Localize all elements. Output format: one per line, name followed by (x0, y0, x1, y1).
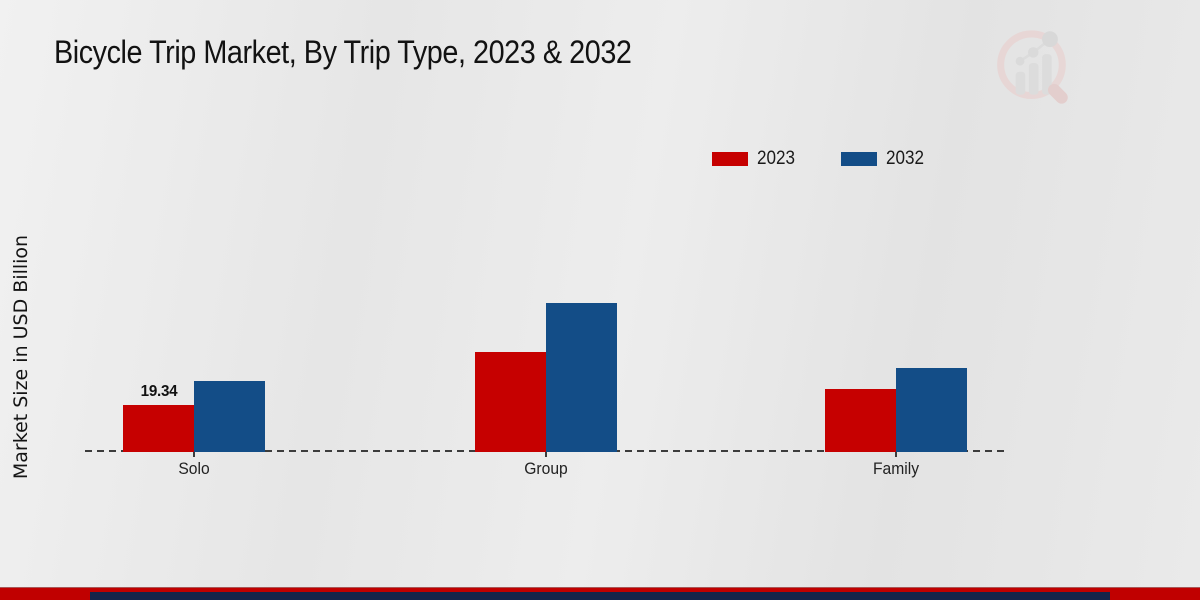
data-label-2023-solo: 19.34 (140, 383, 177, 400)
legend-label-2023: 2023 (757, 148, 796, 169)
bar-2032-family (895, 368, 967, 452)
bar-2023-group (474, 352, 546, 452)
legend-item-2023: 2023 (712, 148, 799, 170)
bar-2023-solo (123, 405, 194, 452)
x-axis-tick-family (894, 452, 897, 457)
category-label-group: Group (523, 459, 568, 478)
bar-2032-solo (194, 381, 265, 452)
legend-swatch-2023 (712, 152, 748, 166)
legend: 2023 2032 (712, 148, 929, 170)
x-axis-tick-solo (193, 452, 195, 457)
legend-label-2032: 2032 (886, 148, 925, 169)
legend-item-2032: 2032 (841, 148, 928, 170)
x-axis-tick-group (544, 452, 547, 457)
chart-title: Bicycle Trip Market, By Trip Type, 2023 … (54, 34, 632, 70)
legend-swatch-2032 (841, 152, 878, 166)
bar-chart-magnifier-logo-icon (997, 30, 1068, 104)
category-label-solo: Solo (178, 459, 210, 478)
category-label-family: Family (872, 459, 919, 478)
footer-navy-band (90, 592, 1110, 600)
bar-2032-group (545, 303, 617, 452)
y-axis-label: Market Size in USD Billion (10, 234, 32, 480)
bar-2023-family (824, 389, 896, 452)
